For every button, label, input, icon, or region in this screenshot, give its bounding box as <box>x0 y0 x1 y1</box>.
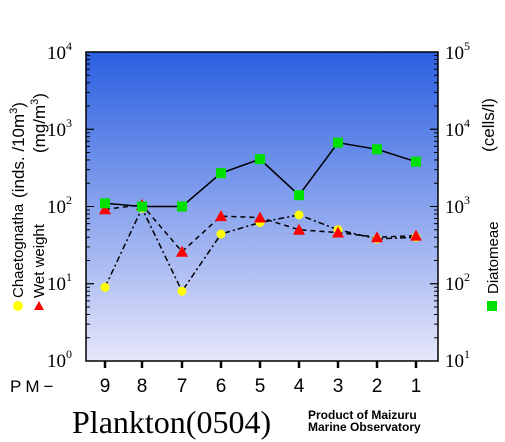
data-point-chaetognatha <box>216 229 226 239</box>
right-tick-label-3: 104 <box>445 116 470 141</box>
data-point-diatomeae <box>216 168 226 179</box>
data-point-diatomeae <box>333 137 343 148</box>
credit-line-2: Marine Observatory <box>308 420 421 434</box>
x-tick-label: 3 <box>333 376 344 397</box>
data-point-diatomeae <box>411 156 421 167</box>
x-tick-label: 2 <box>372 376 383 397</box>
credit-line-1: Product of Maizuru <box>308 408 417 422</box>
legend-chaetognatha-marker <box>13 301 23 311</box>
right-tick-labels: 101 102 103 104 105 <box>445 39 470 372</box>
data-point-chaetognatha <box>177 286 187 296</box>
x-tick-labels: 9 8 7 6 5 4 3 2 1 <box>100 376 422 397</box>
data-point-diatomeae <box>137 201 147 212</box>
left-tick-labels: 100 101 102 103 104 <box>47 39 72 372</box>
left-axis-label-bottom: (mg/m3) <box>29 93 49 153</box>
data-point-diatomeae <box>255 154 265 165</box>
x-tick-label: 7 <box>177 376 188 397</box>
data-point-wet-weight <box>293 223 305 235</box>
right-tick-label-1: 102 <box>445 270 470 295</box>
left-axis-label-top: (inds. /10m3) <box>8 102 28 198</box>
legend-chaetognatha-label: Chaetognatha <box>10 203 27 298</box>
left-tick-label-3: 103 <box>47 116 72 141</box>
legend-wet-weight-marker <box>34 301 44 310</box>
data-point-diatomeae <box>372 144 382 155</box>
left-tick-label-2: 102 <box>47 193 72 218</box>
data-point-wet-weight <box>215 210 227 222</box>
legend-left: Chaetognatha Wet weight <box>10 203 48 311</box>
x-axis-prefix: PM− <box>10 377 57 396</box>
left-tick-label-0: 100 <box>47 347 72 372</box>
data-point-wet-weight <box>371 231 383 243</box>
right-axis-label: (cells/l) <box>479 98 498 152</box>
data-point-diatomeae <box>100 198 110 209</box>
x-tick-label: 5 <box>255 376 266 397</box>
right-tick-label-4: 105 <box>445 39 470 64</box>
left-tick-label-1: 101 <box>47 270 72 295</box>
right-tick-label-0: 101 <box>445 347 470 372</box>
data-point-wet-weight <box>410 229 422 241</box>
data-point-diatomeae <box>294 190 304 201</box>
data-point-chaetognatha <box>294 210 304 220</box>
left-tick-label-4: 104 <box>47 39 72 64</box>
data-point-wet-weight <box>254 211 266 223</box>
legend-diatomeae-label: Diatomeae <box>485 221 502 294</box>
x-tick-label: 8 <box>137 376 148 397</box>
x-tick-label: 1 <box>411 376 422 397</box>
axis-ticks <box>86 51 438 368</box>
legend-diatomeae-marker <box>487 301 497 311</box>
chart-title: Plankton(0504) <box>72 404 271 440</box>
data-point-wet-weight <box>99 203 111 215</box>
x-tick-label: 4 <box>294 376 305 397</box>
series-markers <box>99 137 422 296</box>
x-tick-label: 9 <box>100 376 111 397</box>
right-tick-label-2: 103 <box>445 193 470 218</box>
legend-wet-weight-label: Wet weight <box>31 223 48 298</box>
data-point-wet-weight <box>332 226 344 238</box>
data-point-diatomeae <box>177 201 187 212</box>
data-point-wet-weight <box>176 245 188 257</box>
legend-right: Diatomeae <box>485 221 502 311</box>
x-tick-label: 6 <box>216 376 227 397</box>
data-point-chaetognatha <box>100 282 110 292</box>
